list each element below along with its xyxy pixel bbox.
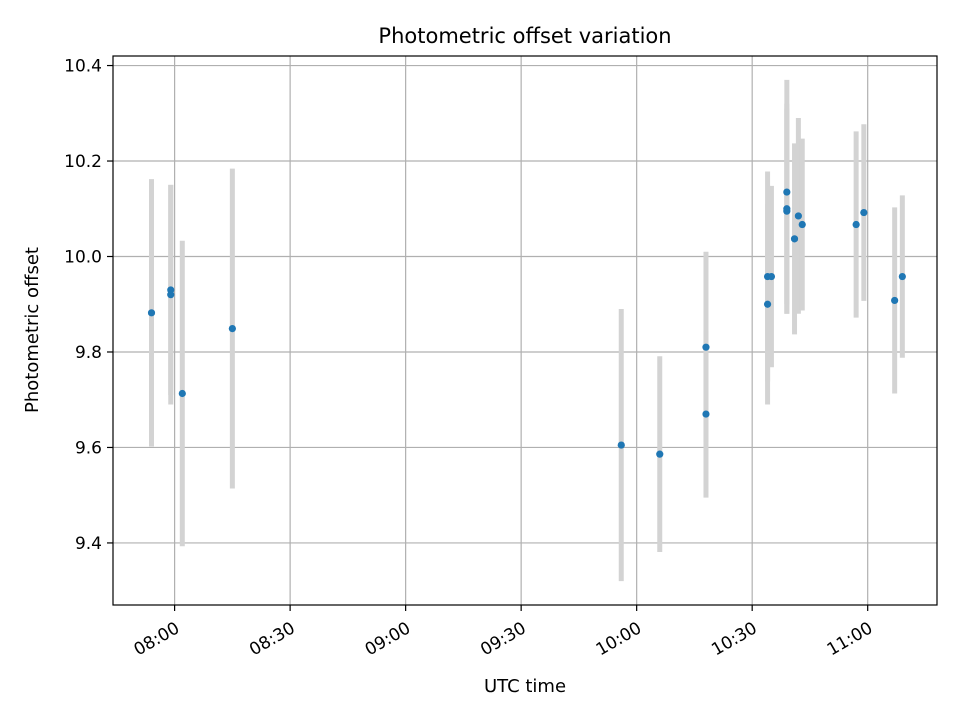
- data-point: [656, 450, 664, 458]
- data-point: [147, 309, 156, 317]
- y-tick-label: 9.8: [75, 343, 102, 363]
- x-tick-label: 08:00: [131, 618, 183, 660]
- y-tick-label: 9.6: [75, 438, 102, 458]
- y-tick-label: 10.4: [64, 57, 102, 77]
- y-axis-ticks: 9.4 9.6 9.8 10.0 10.2 10.4: [64, 57, 113, 554]
- error-bars: [149, 79, 905, 582]
- y-tick-label: 10.2: [64, 152, 102, 172]
- plot-frame: [112, 55, 938, 606]
- data-point: [783, 188, 791, 196]
- x-tick-label: 08:30: [246, 618, 298, 660]
- y-axis-label: Photometric offset: [22, 247, 43, 413]
- data-point: [702, 343, 710, 351]
- data-points: [147, 188, 906, 458]
- data-point: [167, 291, 175, 299]
- data-point: [617, 441, 625, 449]
- data-point: [763, 300, 772, 308]
- x-axis-label: UTC time: [484, 676, 566, 697]
- y-tick-label: 10.0: [64, 248, 102, 268]
- x-tick-label: 09:30: [477, 618, 529, 660]
- data-point: [228, 324, 236, 333]
- data-point: [794, 212, 802, 220]
- data-point: [798, 220, 806, 229]
- x-tick-label: 10:30: [708, 618, 760, 660]
- data-point: [860, 208, 868, 217]
- y-tick-label: 9.4: [75, 534, 102, 554]
- data-point: [178, 389, 186, 398]
- x-tick-label: 09:00: [362, 618, 414, 660]
- data-point: [898, 272, 906, 281]
- y-gridlines: [113, 64, 937, 544]
- data-point: [783, 205, 791, 213]
- data-point: [790, 235, 799, 243]
- x-axis-ticks: 08:00 08:30 09:00 09:30 10:00 10:30 11:00: [131, 605, 876, 660]
- data-point: [852, 220, 860, 229]
- x-tick-label: 11:00: [824, 618, 876, 660]
- data-point: [767, 272, 776, 281]
- x-tick-label: 10:00: [593, 618, 645, 660]
- data-point: [891, 296, 899, 305]
- chart-title: Photometric offset variation: [378, 24, 671, 48]
- data-point: [702, 410, 710, 418]
- x-gridlines: [174, 56, 869, 605]
